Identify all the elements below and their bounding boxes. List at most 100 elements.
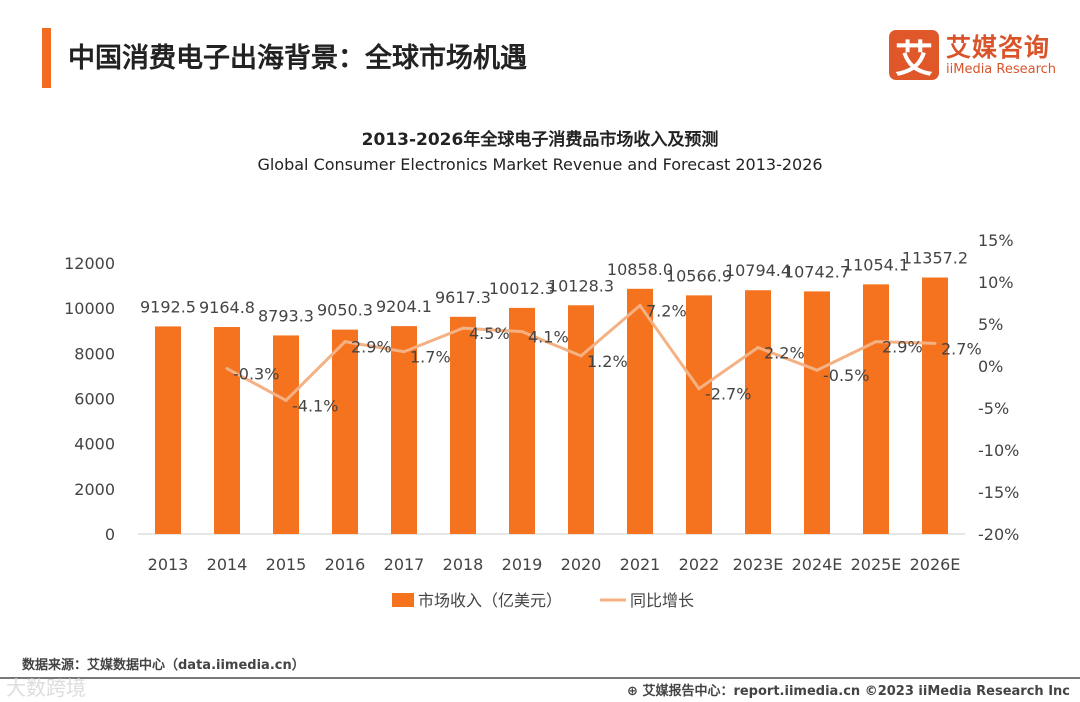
y-right-tick-label: -10%	[978, 441, 1019, 460]
bar-data-label: 10742.7	[784, 262, 850, 281]
growth-point	[638, 304, 642, 308]
watermark: 大数跨境	[6, 676, 86, 700]
x-tick-label: 2020	[561, 555, 602, 574]
bar	[450, 316, 476, 534]
x-tick-label: 2021	[620, 555, 661, 574]
growth-point	[284, 398, 288, 402]
y-right-tick-label: 10%	[978, 273, 1014, 292]
x-tick-label: 2016	[325, 555, 366, 574]
bar-data-label: 9050.3	[317, 301, 373, 320]
y-right-tick-label: -5%	[978, 399, 1009, 418]
bar	[273, 335, 299, 534]
y-left-tick-label: 10000	[64, 299, 115, 318]
growth-point	[815, 368, 819, 372]
line-data-label: 4.5%	[469, 324, 510, 343]
bar	[568, 305, 594, 534]
chart-subtitle: Global Consumer Electronics Market Reven…	[257, 155, 823, 174]
y-left-tick-label: 12000	[64, 254, 115, 273]
bar	[332, 329, 358, 534]
growth-point	[343, 340, 347, 344]
growth-point	[874, 340, 878, 344]
bar-data-label: 9192.5	[140, 297, 196, 316]
growth-point	[756, 346, 760, 350]
footer-divider	[0, 677, 1080, 679]
bar	[686, 295, 712, 534]
globe-icon: ⊕	[627, 684, 643, 699]
page-title: 中国消费电子出海背景：全球市场机遇	[68, 43, 527, 74]
legend-bar-swatch	[392, 593, 414, 607]
bar	[745, 290, 771, 534]
line-data-label: 4.1%	[528, 328, 569, 347]
bar-data-label: 11054.1	[843, 255, 909, 274]
title-accent-bar	[42, 28, 51, 88]
y-right-tick-label: 5%	[978, 315, 1003, 334]
x-tick-label: 2023E	[733, 555, 784, 574]
y-right-tick-label: 15%	[978, 231, 1014, 250]
bar-data-label: 9204.1	[376, 297, 432, 316]
data-source: 数据来源：艾媒数据中心（data.iimedia.cn）	[22, 658, 305, 673]
y-left-tick-label: 4000	[74, 435, 115, 454]
line-data-label: -4.1%	[292, 396, 338, 415]
bar-data-label: 9164.8	[199, 298, 255, 317]
line-data-label: 1.7%	[410, 348, 451, 367]
x-tick-label: 2018	[443, 555, 484, 574]
logo: 艾 艾媒咨询 iiMedia Research	[889, 30, 1057, 81]
x-tick-label: 2025E	[851, 555, 902, 574]
growth-point	[579, 354, 583, 358]
x-tick-label: 2024E	[792, 555, 843, 574]
y-left-tick-label: 6000	[74, 390, 115, 409]
bar	[509, 307, 535, 534]
bar	[922, 277, 948, 534]
x-tick-label: 2013	[148, 555, 189, 574]
bar-data-label: 9617.3	[435, 288, 491, 307]
y-left-tick-label: 0	[105, 525, 115, 544]
bar	[391, 326, 417, 534]
bar	[155, 326, 181, 534]
line-data-label: -0.3%	[233, 365, 279, 384]
line-data-label: 1.2%	[587, 352, 628, 371]
line-data-label: 7.2%	[646, 302, 687, 321]
logo-name-cn: 艾媒咨询	[946, 32, 1051, 62]
x-tick-label: 2015	[266, 555, 307, 574]
legend-bar-label: 市场收入（亿美元）	[418, 591, 562, 610]
bar-data-label: 11357.2	[902, 249, 968, 268]
bar	[804, 291, 830, 534]
bar-data-label: 8793.3	[258, 306, 314, 325]
line-data-label: 2.7%	[941, 339, 982, 358]
line-data-label: -2.7%	[705, 385, 751, 404]
growth-point	[697, 387, 701, 391]
x-tick-label: 2017	[384, 555, 425, 574]
x-tick-label: 2026E	[910, 555, 961, 574]
x-tick-label: 2022	[679, 555, 720, 574]
line-data-label: 2.9%	[882, 338, 923, 357]
footer-report: ⊕ 艾媒报告中心：report.iimedia.cn ©2023 iiMedia…	[627, 684, 1070, 699]
growth-point	[402, 350, 406, 354]
growth-point	[933, 341, 937, 345]
bar	[627, 288, 653, 534]
y-right-tick-label: 0%	[978, 357, 1003, 376]
bar-data-label: 10794.4	[725, 261, 791, 280]
growth-point	[520, 330, 524, 334]
growth-point	[461, 326, 465, 330]
y-right-tick-label: -15%	[978, 483, 1019, 502]
x-tick-label: 2019	[502, 555, 543, 574]
logo-name-en: iiMedia Research	[946, 61, 1057, 77]
chart-title: 2013-2026年全球电子消费品市场收入及预测	[361, 130, 719, 150]
bar-data-label: 10858.0	[607, 260, 673, 279]
bar-data-label: 10128.3	[548, 276, 614, 295]
legend-line-label: 同比增长	[630, 591, 694, 610]
bar-data-label: 10012.3	[489, 279, 555, 298]
line-data-label: 2.9%	[351, 338, 392, 357]
line-data-label: 2.2%	[764, 344, 805, 363]
growth-point	[225, 367, 229, 371]
logo-mark: 艾	[889, 30, 939, 81]
y-left-tick-label: 2000	[74, 480, 115, 499]
line-data-label: -0.5%	[823, 366, 869, 385]
y-right-tick-label: -20%	[978, 525, 1019, 544]
bar-data-label: 10566.9	[666, 266, 732, 285]
x-tick-label: 2014	[207, 555, 248, 574]
y-left-tick-label: 8000	[74, 344, 115, 363]
bar	[863, 284, 889, 534]
